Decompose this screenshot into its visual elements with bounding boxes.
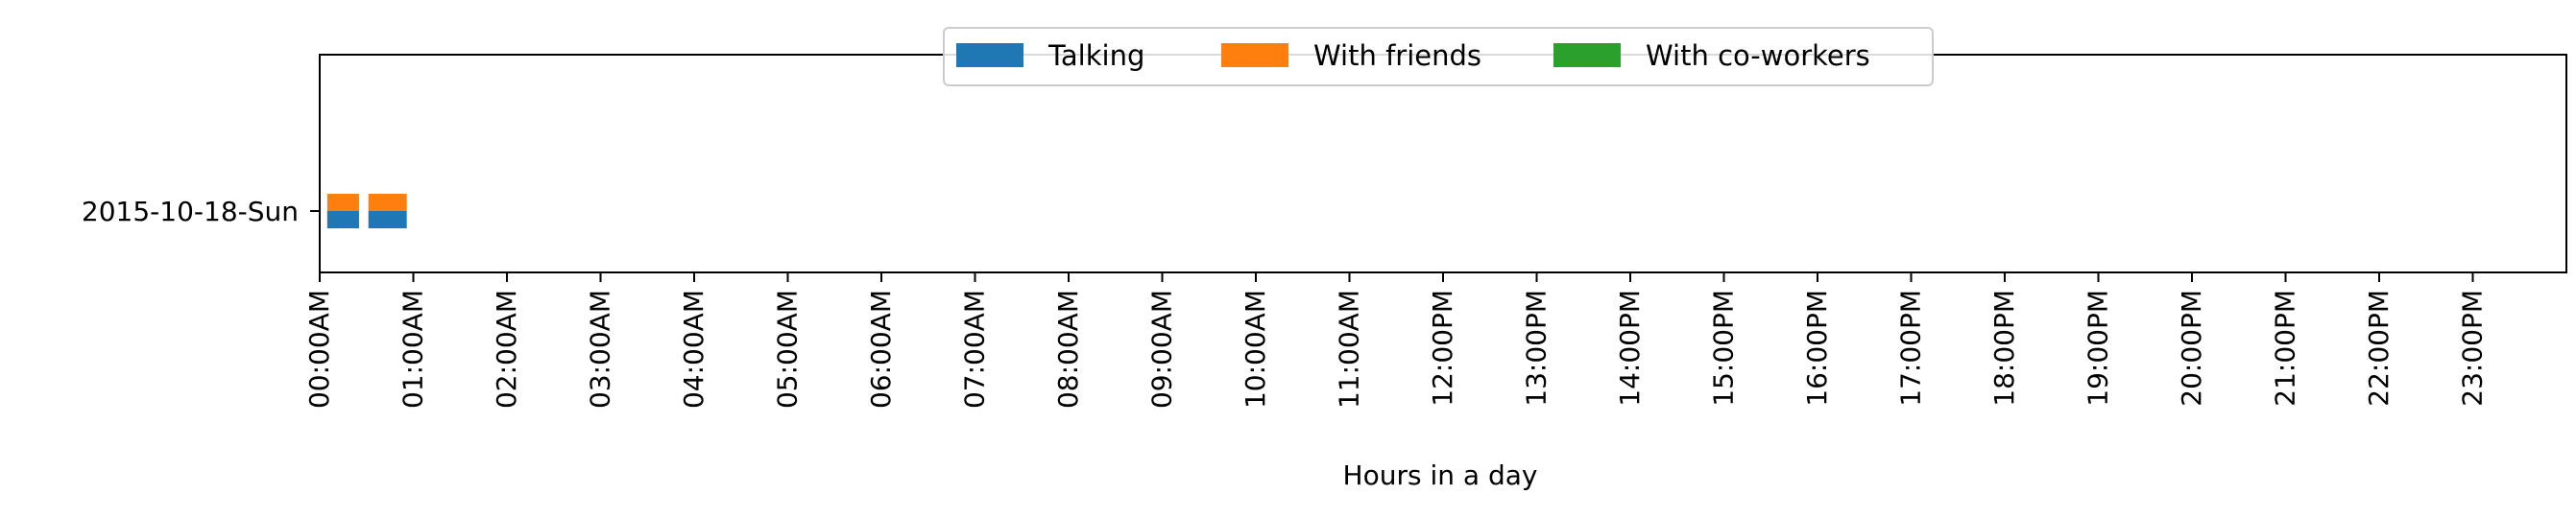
- plot-frame: [319, 54, 2567, 273]
- x-tick-label: 12:00PM: [1427, 290, 1458, 407]
- x-tick-label: 06:00AM: [865, 290, 897, 409]
- x-tick-label: 05:00AM: [772, 290, 804, 409]
- x-tick-label: 09:00AM: [1146, 290, 1178, 409]
- x-tick-label: 13:00PM: [1521, 290, 1553, 407]
- legend-label: With co-workers: [1646, 39, 1870, 72]
- x-tick-label: 04:00AM: [678, 290, 710, 409]
- x-tick-label: 23:00PM: [2457, 290, 2489, 407]
- x-tick-label: 11:00AM: [1334, 290, 1365, 409]
- legend-swatch: [1221, 43, 1288, 67]
- x-axis-label: Hours in a day: [1343, 459, 1538, 491]
- bar-segment-talking-0: [326, 211, 359, 228]
- x-tick-label: 10:00AM: [1240, 290, 1271, 409]
- legend-box: [943, 27, 1934, 86]
- bar-segment-with-friends-1: [368, 194, 407, 211]
- x-tick-label: 19:00PM: [2082, 290, 2114, 407]
- x-tick-label: 17:00PM: [1895, 290, 1927, 407]
- x-tick-label: 21:00PM: [2270, 290, 2301, 407]
- legend-swatch: [956, 43, 1023, 67]
- bar-segment-talking-1: [368, 211, 407, 228]
- x-tick-label: 08:00AM: [1052, 290, 1084, 409]
- bar-segment-with-friends-0: [326, 194, 359, 211]
- x-tick-label: 07:00AM: [959, 290, 991, 409]
- x-tick-label: 02:00AM: [491, 290, 522, 409]
- x-axis: 00:00AM 01:00AM 02:00AM 03:00AM 04:00AM 05:00…: [303, 272, 2489, 409]
- x-tick-label: 16:00PM: [1801, 290, 1833, 407]
- x-tick-label: 01:00AM: [397, 290, 429, 409]
- x-tick-label: 18:00PM: [1988, 290, 2020, 407]
- x-tick-label: 15:00PM: [1708, 290, 1740, 407]
- x-tick-label: 20:00PM: [2176, 290, 2207, 407]
- legend-swatch: [1553, 43, 1621, 67]
- legend-label: With friends: [1313, 39, 1481, 72]
- bar-segments: [326, 194, 407, 228]
- x-tick-label: 03:00AM: [585, 290, 616, 409]
- legend-label: Talking: [1047, 39, 1144, 72]
- y-axis: 2015-10-18-Sun: [82, 196, 320, 227]
- x-tick-label: 00:00AM: [303, 290, 335, 409]
- x-tick-label: 22:00PM: [2363, 290, 2395, 407]
- legend: Talking With friends With co-workers: [943, 27, 1934, 86]
- y-tick-label: 2015-10-18-Sun: [82, 196, 299, 227]
- x-tick-label: 14:00PM: [1614, 290, 1646, 407]
